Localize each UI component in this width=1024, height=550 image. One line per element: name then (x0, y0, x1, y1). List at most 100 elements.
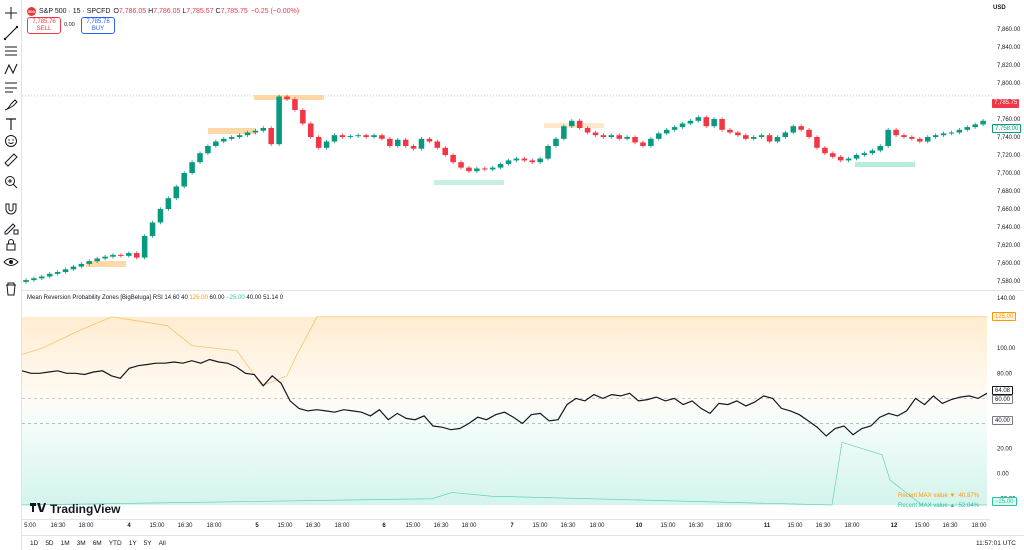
candle-body (869, 150, 876, 154)
time-axis-label: 15:00 (914, 523, 930, 529)
sell-button[interactable]: 7,785.76 SELL (27, 17, 61, 34)
tradingview-logo[interactable]: TradingView (30, 502, 120, 516)
trash-icon[interactable] (2, 280, 20, 296)
pane-separator[interactable] (22, 290, 1024, 291)
candle-body (205, 146, 211, 154)
buy-button[interactable]: 7,785.76 BUY (81, 17, 115, 34)
candle-body (806, 129, 812, 137)
candle-body (600, 135, 607, 137)
chart-canvas[interactable]: 7,860.00 7,840.00 7,820.00 7,800.00 7,760.00… (22, 0, 1024, 519)
indicator-rsi: 51.14 (263, 295, 279, 301)
eye-icon[interactable] (2, 254, 20, 270)
time-axis-label: 16:30 (433, 523, 449, 529)
lock-icon[interactable] (2, 236, 20, 252)
candle-body (679, 123, 686, 128)
candle-body (774, 137, 781, 142)
candle-body (822, 147, 828, 154)
indicator-mid-upper: 60.00 (209, 295, 225, 301)
ohlc-key: C (215, 7, 221, 15)
candle-body (932, 135, 939, 137)
candle-body (766, 135, 773, 142)
indicator-upper: 125.00 (189, 295, 208, 301)
rsi-axis-label: 100.00 (997, 346, 1016, 352)
time-axis-label: 18:00 (334, 523, 350, 529)
price-axis-label: 7,840.00 (997, 45, 1021, 51)
emoji-icon[interactable] (2, 133, 20, 149)
lock-drawing-icon[interactable] (2, 219, 20, 235)
time-axis-label: 15:00 (787, 523, 803, 529)
candle-body (268, 128, 274, 145)
brush-icon[interactable] (2, 97, 20, 113)
candle-body (307, 123, 314, 137)
timeframe-1m[interactable]: 1M (60, 539, 70, 547)
candle-body (94, 258, 100, 262)
candle-body (323, 141, 330, 148)
candle-body (711, 119, 717, 127)
zone-box (434, 180, 504, 185)
projection-icon[interactable] (2, 79, 20, 95)
timeframe-ytd[interactable]: YTD (108, 539, 122, 547)
time-axis-label: 16:30 (50, 523, 66, 529)
price-axis-label: 7,760.00 (997, 117, 1021, 123)
zone-box (208, 128, 256, 134)
price-axis-label: 7,600.00 (997, 261, 1021, 267)
lower-zone-fill (22, 398, 987, 505)
candle-body (798, 126, 804, 130)
currency-selector[interactable]: USD (993, 5, 1006, 11)
time-axis-label: 11 (763, 523, 771, 529)
candle-body (703, 117, 710, 127)
price-axis-label: 7,680.00 (997, 189, 1021, 195)
candle-body (379, 135, 385, 139)
time-axis-label: 15:00 (405, 523, 421, 529)
candle-body (331, 135, 338, 142)
candle-body (980, 120, 986, 125)
candle-body (561, 126, 567, 139)
pattern-icon[interactable] (2, 61, 20, 77)
timeframe-1d[interactable]: 1D (30, 539, 39, 547)
ohlc-value: 7,785.75 (220, 7, 248, 15)
timeframe-1y[interactable]: 1Y (128, 539, 137, 547)
candle-body (86, 261, 93, 264)
candle-body (790, 126, 797, 133)
magnet-icon[interactable] (2, 200, 20, 216)
time-axis[interactable]: 5:00 16:30 18:00 4 15:00 16:30 18:00 5 15:00 16:3… (22, 519, 990, 533)
ruler-icon[interactable] (2, 151, 20, 167)
timeframe-5d[interactable]: 5D (45, 539, 54, 547)
drawing-toolbar (0, 0, 22, 550)
candle-body (885, 129, 891, 146)
candle-body (861, 153, 868, 155)
candle-body (893, 129, 899, 136)
ohlc-value: 7,786.05 (153, 7, 183, 15)
timeframe-5y[interactable]: 5Y (143, 539, 152, 547)
time-axis-label: 16:30 (942, 523, 958, 529)
crosshair-icon[interactable] (2, 5, 20, 21)
upper-zone-line (22, 316, 987, 387)
candle-body (743, 135, 749, 139)
text-icon[interactable] (2, 116, 20, 132)
recent-max-up: Recent MAX value ▼: 40.87% (898, 493, 979, 499)
timeframe-3m[interactable]: 3M (76, 539, 86, 547)
fib-icon[interactable] (2, 43, 20, 59)
candle-body (853, 155, 860, 159)
price-axis-label: 7,740.00 (997, 135, 1021, 141)
buy-label: BUY (91, 26, 105, 32)
candle-body (347, 136, 354, 138)
symbol-name[interactable]: S&P 500 · 15 · SPCFD (39, 7, 111, 15)
candle-body (584, 128, 591, 133)
spread-value: 0.00 (64, 22, 75, 28)
rsi-axis-label: 0.00 (997, 472, 1009, 478)
indicator-legend[interactable]: Mean Reversion Probability Zones [BigBel… (27, 295, 283, 301)
timeframe-all[interactable]: All (158, 539, 166, 547)
candle-body (687, 120, 694, 124)
candle-body (434, 141, 441, 148)
zoom-icon[interactable] (2, 174, 20, 190)
utc-clock[interactable]: 11:57:01 UTC (976, 540, 1016, 547)
candle-body (482, 168, 488, 170)
candle-body (505, 160, 512, 164)
timeframe-6m[interactable]: 6M (92, 539, 102, 547)
indicator-lower: −25.00 (226, 295, 245, 301)
trendline-icon[interactable] (2, 25, 20, 41)
branding-text: TradingView (50, 502, 121, 516)
price-axis-label: 7,800.00 (997, 81, 1021, 87)
candle-body (141, 236, 148, 258)
